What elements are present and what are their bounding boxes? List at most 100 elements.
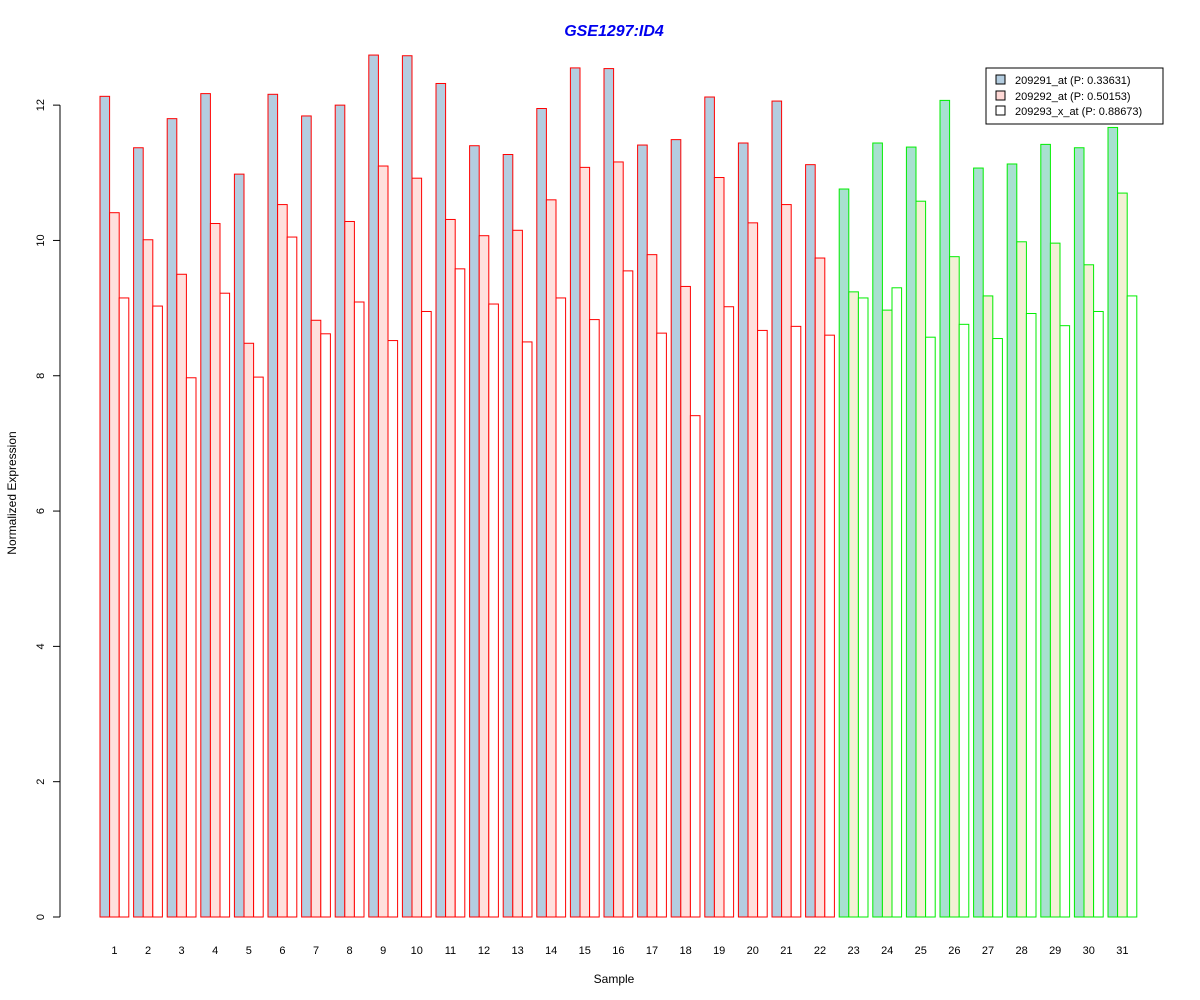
x-tick-label: 24 — [881, 945, 893, 957]
bar — [133, 147, 144, 918]
bar — [680, 285, 691, 918]
legend: 209291_at (P: 0.33631) 209292_at (P: 0.5… — [985, 67, 1164, 125]
legend-item: 209293_x_at (P: 0.88673) — [995, 105, 1142, 118]
bar — [982, 295, 994, 918]
bar — [200, 93, 211, 918]
bar — [377, 165, 389, 918]
bar — [209, 223, 221, 918]
bar — [656, 332, 667, 918]
x-tick-label: 31 — [1116, 945, 1128, 957]
legend-label: 209291_at (P: 0.33631) — [1015, 75, 1131, 87]
x-tick-label: 2 — [145, 945, 151, 957]
bar — [421, 310, 432, 918]
x-tick-label: 21 — [780, 945, 792, 957]
legend-swatch — [995, 90, 1006, 101]
x-tick-label: 12 — [478, 945, 490, 957]
x-tick-label: 30 — [1083, 945, 1095, 957]
y-tick-label: 12 — [35, 99, 47, 111]
bar — [1025, 313, 1037, 918]
bar — [353, 301, 365, 918]
bar — [915, 200, 927, 918]
bar — [301, 115, 312, 918]
bar — [747, 222, 759, 918]
x-axis: 1 2 3 4 5 6 7 8 9 10 11 12 13 14 15 16 17 18 19 20 21 22 23 24 2… — [111, 945, 1128, 957]
bar — [689, 415, 701, 918]
bar — [814, 257, 826, 918]
y-tick-label: 2 — [35, 779, 47, 785]
bar — [603, 68, 615, 918]
x-tick-label: 27 — [982, 945, 994, 957]
bar — [488, 303, 499, 918]
x-tick-label: 19 — [713, 945, 725, 957]
bar — [555, 297, 567, 918]
bar — [166, 118, 178, 918]
bar — [992, 338, 1003, 918]
bar — [545, 199, 557, 918]
bar — [368, 54, 379, 918]
bar — [536, 108, 547, 918]
bar — [704, 96, 715, 918]
bar — [891, 287, 903, 918]
x-tick-label: 1 — [111, 945, 117, 957]
bar — [939, 99, 951, 918]
x-tick-label: 3 — [179, 945, 185, 957]
bar — [1040, 143, 1051, 918]
bar — [401, 55, 413, 918]
x-tick-label: 7 — [313, 945, 319, 957]
bar — [445, 218, 456, 918]
x-tick-label: 14 — [545, 945, 557, 957]
bar — [1126, 295, 1138, 918]
y-tick-label: 10 — [35, 234, 47, 246]
y-tick-label: 0 — [35, 914, 47, 920]
legend-label: 209293_x_at (P: 0.88673) — [1015, 106, 1142, 118]
x-tick-label: 16 — [612, 945, 624, 957]
x-tick-label: 25 — [915, 945, 927, 957]
bar — [958, 323, 970, 918]
bar — [1006, 163, 1018, 918]
bar — [824, 334, 835, 918]
bar — [521, 341, 533, 918]
bar — [219, 292, 231, 918]
y-tick-label: 4 — [35, 643, 47, 649]
bar — [435, 82, 447, 918]
legend-item: 209291_at (P: 0.33631) — [995, 74, 1131, 87]
bar — [905, 146, 917, 918]
bar — [771, 100, 783, 918]
bar — [185, 377, 197, 918]
y-axis: 0 2 4 6 8 10 12 — [35, 99, 61, 920]
bar — [569, 67, 581, 918]
bar — [881, 309, 893, 918]
bar — [637, 144, 648, 918]
bars-layer — [99, 54, 1138, 918]
bar — [848, 291, 859, 918]
x-axis-label: Sample — [594, 972, 635, 986]
bar — [99, 95, 111, 918]
x-tick-label: 11 — [445, 945, 456, 957]
bar — [646, 254, 658, 918]
bar — [790, 325, 802, 918]
x-tick-label: 8 — [347, 945, 353, 957]
x-tick-label: 15 — [579, 945, 591, 957]
bar — [152, 305, 163, 918]
bar — [267, 93, 279, 918]
x-tick-label: 5 — [246, 945, 252, 957]
x-tick-label: 20 — [747, 945, 759, 957]
bar — [1016, 241, 1027, 918]
bar — [512, 229, 523, 918]
bar — [973, 167, 984, 918]
y-tick-label: 8 — [35, 373, 47, 379]
bar — [1117, 192, 1128, 918]
bar — [925, 336, 936, 918]
bar — [310, 319, 322, 918]
bar — [387, 340, 399, 918]
x-tick-label: 29 — [1049, 945, 1061, 957]
legend-item: 209292_at (P: 0.50153) — [995, 90, 1131, 103]
bar — [344, 220, 355, 918]
bar — [622, 270, 634, 918]
bar — [320, 333, 331, 918]
bar — [1083, 264, 1095, 918]
x-tick-label: 13 — [511, 945, 523, 957]
bar — [469, 145, 480, 918]
bar — [233, 173, 245, 918]
legend-swatch — [995, 74, 1006, 85]
